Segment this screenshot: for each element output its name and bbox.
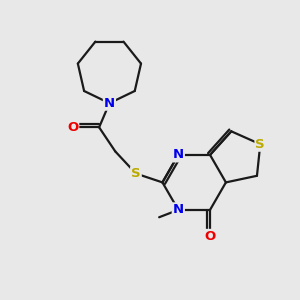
Text: N: N [173, 203, 184, 216]
Text: N: N [173, 148, 184, 161]
Text: N: N [104, 97, 115, 110]
Text: S: S [131, 167, 141, 180]
Text: O: O [204, 230, 216, 243]
Text: O: O [67, 121, 78, 134]
Text: S: S [256, 138, 265, 151]
